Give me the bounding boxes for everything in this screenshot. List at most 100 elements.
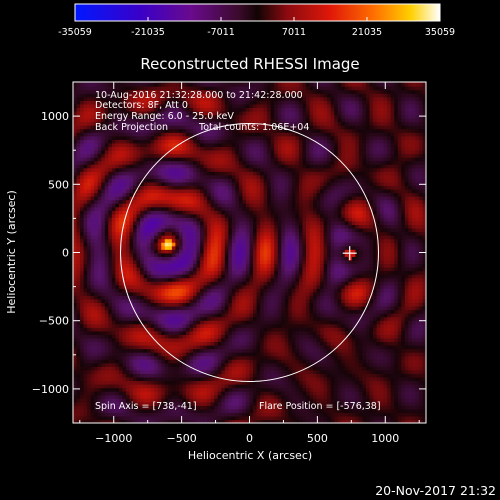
heatmap-cell <box>203 302 208 307</box>
heatmap-cell <box>274 249 279 254</box>
heatmap-cell <box>376 391 381 396</box>
heatmap-cell <box>323 263 328 268</box>
heatmap-cell <box>274 344 279 350</box>
heatmap-cell <box>238 341 244 346</box>
heatmap-cell <box>408 344 413 350</box>
heatmap-cell <box>411 252 417 257</box>
heatmap-cell <box>73 320 78 325</box>
heatmap-cell <box>281 394 286 399</box>
heatmap-cell <box>111 302 116 307</box>
colorbar-tick-label: 7011 <box>282 27 306 38</box>
heatmap-cell <box>207 291 212 296</box>
heatmap-cell <box>365 249 371 254</box>
heatmap-cell <box>397 408 402 413</box>
heatmap-cell <box>351 334 356 339</box>
heatmap-cell <box>154 320 159 325</box>
heatmap-cell <box>76 352 81 357</box>
heatmap-cell <box>87 369 92 374</box>
heatmap-cell <box>408 288 413 293</box>
heatmap-cell <box>281 284 286 289</box>
heatmap-cell <box>341 309 346 314</box>
heatmap-cell <box>221 274 226 279</box>
heatmap-cell <box>330 391 335 396</box>
heatmap-cell <box>330 288 335 293</box>
heatmap-cell <box>97 355 102 360</box>
heatmap-cell <box>224 366 229 371</box>
heatmap-cell <box>418 259 424 265</box>
heatmap-cell <box>288 277 293 282</box>
heatmap-cell <box>415 337 420 343</box>
heatmap-cell <box>154 277 159 282</box>
heatmap-cell <box>408 373 413 378</box>
heatmap-cell <box>270 383 275 389</box>
heatmap-cell <box>207 341 212 346</box>
heatmap-cell <box>164 305 169 311</box>
heatmap-cell <box>263 323 268 328</box>
heatmap-cell <box>80 277 85 282</box>
heatmap-cell <box>249 408 254 413</box>
heatmap-cell <box>327 270 332 275</box>
heatmap-cell <box>274 337 279 343</box>
heatmap-cell <box>316 298 321 304</box>
heatmap-cell <box>390 316 395 321</box>
heatmap-cell <box>157 266 162 272</box>
heatmap-cell <box>210 249 215 254</box>
heatmap-cell <box>260 284 265 289</box>
heatmap-cell <box>274 362 279 367</box>
heatmap-cell <box>210 302 215 307</box>
heatmap-cell <box>305 305 311 311</box>
heatmap-cell <box>397 419 402 423</box>
heatmap-cell <box>171 341 176 346</box>
heatmap-cell <box>147 295 152 300</box>
heatmap-cell <box>133 266 138 272</box>
heatmap-cell <box>221 394 226 399</box>
heatmap-cell <box>147 274 152 279</box>
heatmap-cell <box>362 398 367 403</box>
heatmap-cell <box>316 291 321 296</box>
heatmap-cell <box>136 387 141 392</box>
heatmap-cell <box>122 334 127 339</box>
heatmap-cell <box>108 274 113 279</box>
heatmap-cell <box>267 394 272 399</box>
heatmap-cell <box>122 348 127 353</box>
heatmap-cell <box>200 281 205 286</box>
heatmap-cell <box>80 405 85 410</box>
heatmap-cell <box>143 309 148 314</box>
heatmap-cell <box>235 383 240 389</box>
heatmap-cell <box>309 295 314 300</box>
heatmap-cell <box>390 415 395 421</box>
heatmap-cell <box>418 401 424 406</box>
heatmap-cell <box>73 252 78 257</box>
heatmap-cell <box>189 316 194 321</box>
heatmap-cell <box>97 281 102 286</box>
heatmap-cell <box>133 277 138 282</box>
heatmap-cell <box>210 415 215 421</box>
heatmap-cell <box>147 284 152 289</box>
heatmap-cell <box>411 316 417 321</box>
heatmap-cell <box>418 391 424 396</box>
heatmap-cell <box>263 380 268 385</box>
heatmap-cell <box>171 373 176 378</box>
heatmap-cell <box>397 277 402 282</box>
heatmap-cell <box>94 359 99 364</box>
heatmap-cell <box>245 309 251 314</box>
heatmap-cell <box>298 302 304 307</box>
heatmap-cell <box>150 394 155 399</box>
heatmap-cell <box>358 291 364 296</box>
heatmap-cell <box>150 415 155 421</box>
heatmap-cell <box>207 245 212 250</box>
heatmap-cell <box>242 334 247 339</box>
heatmap-cell <box>83 284 88 289</box>
heatmap-cell <box>415 309 420 314</box>
heatmap-cell <box>334 419 339 423</box>
heatmap-cell <box>235 298 240 304</box>
heatmap-cell <box>387 348 392 353</box>
heatmap-cell <box>309 245 314 250</box>
heatmap-cell <box>418 252 424 257</box>
heatmap-cell <box>362 408 367 413</box>
heatmap-cell <box>80 373 85 378</box>
heatmap-cell <box>411 408 417 413</box>
heatmap-cell <box>418 291 424 296</box>
heatmap-cell <box>365 383 371 389</box>
heatmap-cell <box>256 277 261 282</box>
